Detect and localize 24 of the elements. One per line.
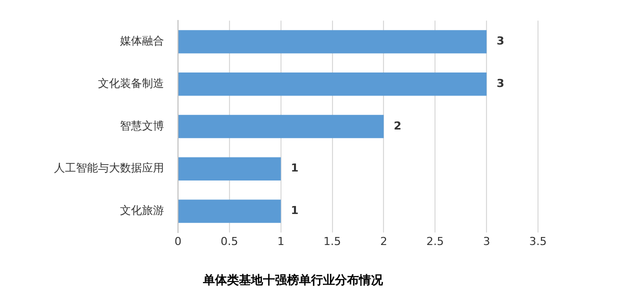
- bar: [178, 30, 487, 54]
- y-tick-label: 文化装备制造: [98, 77, 164, 90]
- x-tick-label: 0: [174, 234, 182, 248]
- x-tick-label: 1.5: [324, 234, 342, 248]
- data-label: 1: [290, 204, 299, 218]
- y-tick-label: 媒体融合: [120, 34, 164, 48]
- x-tick-label: 1: [277, 234, 284, 248]
- bar: [178, 72, 487, 96]
- data-label: 3: [496, 34, 504, 48]
- bar: [178, 114, 384, 138]
- x-tick-label: 3.5: [529, 234, 547, 248]
- y-tick-label: 智慧文博: [120, 119, 164, 132]
- x-tick-label: 3: [483, 234, 490, 248]
- x-tick-label: 0.5: [220, 234, 238, 248]
- data-label: 2: [394, 119, 402, 132]
- x-tick-label: 2.5: [426, 234, 444, 248]
- text: 单体类基地十强榜单行业分布情况: [202, 272, 384, 287]
- y-tick-label: 文化旅游: [120, 204, 164, 218]
- x-tick-label: 2: [380, 234, 388, 248]
- bar: [178, 200, 281, 223]
- data-label: 3: [496, 77, 504, 90]
- data-label: 1: [290, 162, 299, 175]
- bar: [178, 157, 281, 181]
- y-tick-label: 人工智能与大数据应用: [54, 162, 164, 175]
